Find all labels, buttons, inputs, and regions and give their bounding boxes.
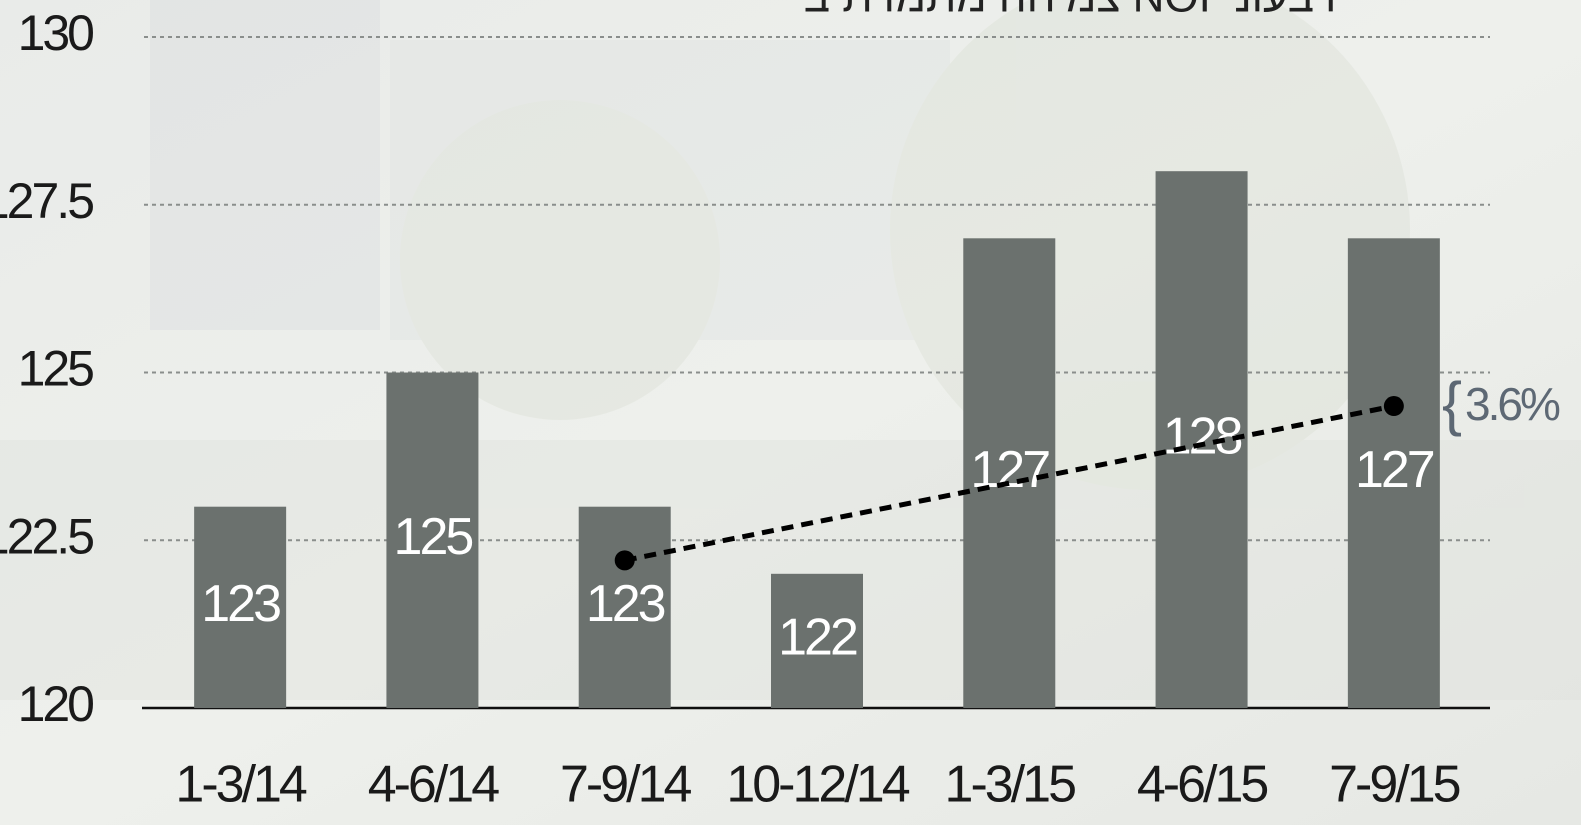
value-label: 127 [1355,441,1434,499]
x-tick-label: 7-9/15 [1329,756,1460,814]
x-tick-label: 1-3/14 [175,756,307,814]
y-tick-label: 125 [18,341,94,397]
bar [1347,238,1440,709]
trend-point [614,550,635,571]
bar [1155,171,1248,708]
chart-title: צמיחה מתמדת ב NOI רבעוני [804,0,1337,22]
value-label: 123 [586,575,665,633]
value-label: 123 [201,575,280,633]
x-tick-label: 10-12/14 [726,756,909,814]
x-tick-label: 4-6/15 [1137,756,1268,814]
value-label: 122 [778,609,857,667]
value-label: 125 [394,508,473,566]
x-tick-label: 4-6/14 [368,756,500,814]
x-tick-label: 7-9/14 [560,756,692,814]
bar [386,372,479,708]
y-tick-label: 127.5 [0,173,93,229]
trend-label: 3.6% [1465,378,1560,430]
value-label: 128 [1163,407,1242,465]
trend-line [624,403,1395,563]
x-tick-label: 1-3/15 [945,756,1076,814]
y-tick-label: 120 [18,676,94,732]
y-tick-label: 130 [18,5,94,61]
bar [771,573,863,708]
y-tick-label: 122.5 [0,508,93,564]
bar [194,506,287,708]
bar [578,506,671,708]
bar [963,238,1056,709]
trend-point [1383,396,1404,417]
brace: { [1442,370,1462,437]
